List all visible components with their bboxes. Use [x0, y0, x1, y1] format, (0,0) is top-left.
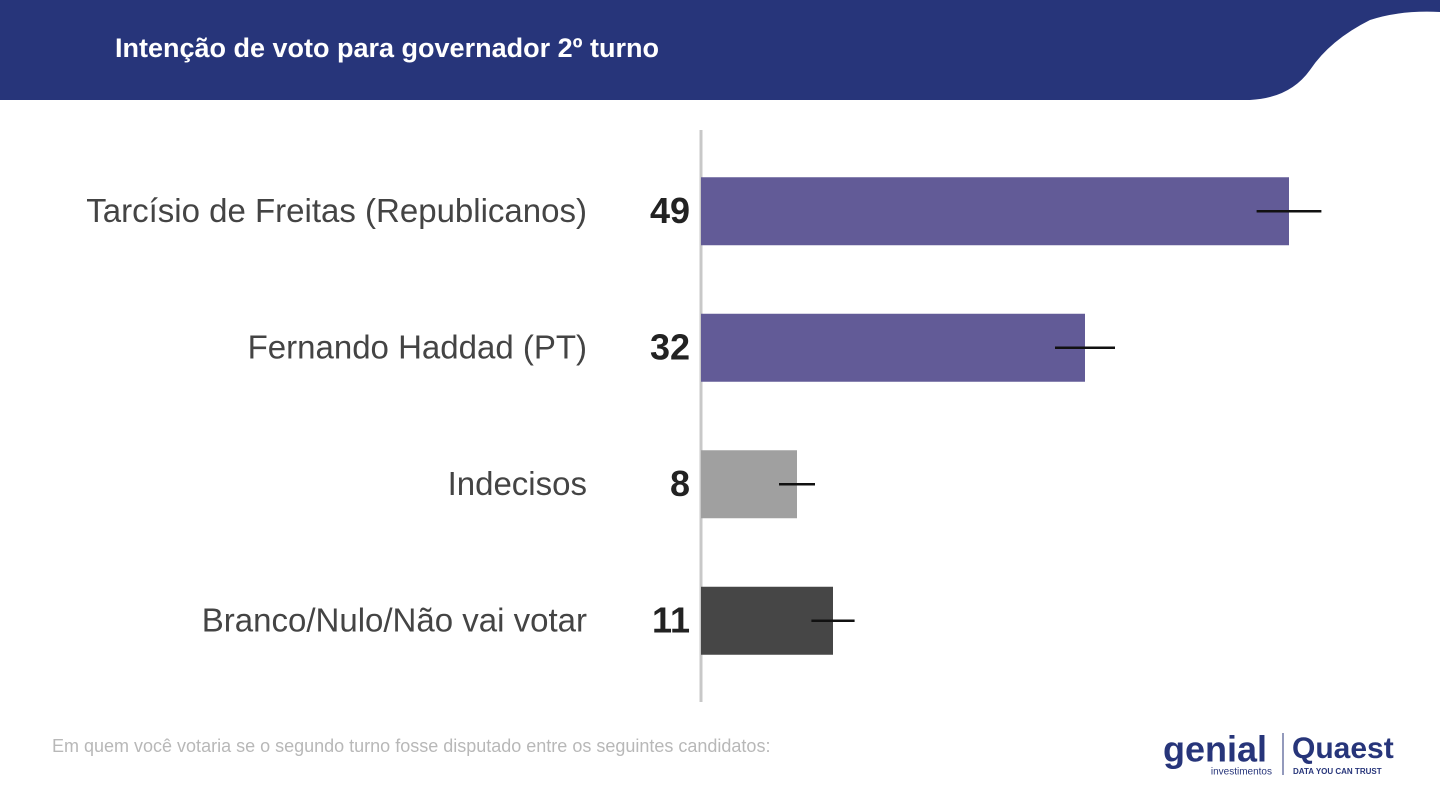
value-label: 8 — [670, 463, 690, 504]
value-label: 32 — [650, 326, 690, 367]
logo-genial: genial — [1163, 729, 1267, 770]
category-label: Tarcísio de Freitas (Republicanos) — [86, 192, 587, 229]
bar — [701, 313, 1085, 382]
bar — [701, 177, 1289, 246]
category-label: Indecisos — [448, 465, 587, 502]
value-label: 49 — [650, 190, 690, 231]
logo-quaest: Quaest — [1292, 732, 1394, 765]
chart-title: Intenção de voto para governador 2º turn… — [115, 33, 659, 63]
value-label: 11 — [652, 599, 690, 640]
bar — [701, 586, 833, 655]
footnote: Em quem você votaria se o segundo turno … — [52, 736, 770, 756]
category-label: Branco/Nulo/Não vai votar — [202, 601, 587, 638]
logo-quaest-sub: DATA YOU CAN TRUST — [1293, 767, 1382, 776]
category-label: Fernando Haddad (PT) — [248, 328, 587, 365]
logo-genial-sub: investimentos — [1211, 767, 1272, 778]
header-band — [0, 0, 1440, 100]
